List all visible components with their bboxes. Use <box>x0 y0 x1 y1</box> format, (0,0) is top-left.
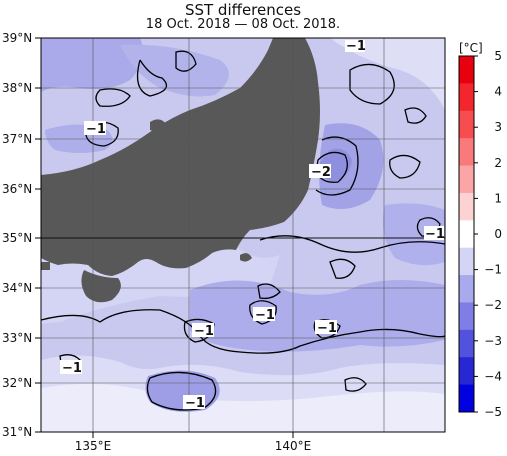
sea-light-northeast <box>330 38 445 110</box>
colorbar-tick-label: 1 <box>494 191 502 205</box>
honshu-land <box>41 38 320 276</box>
contour-label-bg <box>192 323 214 337</box>
contour-label: −1 <box>425 227 445 242</box>
sea-dark-east-coast <box>319 123 384 209</box>
contour-label-bg <box>60 360 82 374</box>
lat-label: 34°N <box>2 281 32 295</box>
colorbar-cells <box>459 56 474 413</box>
colorbar-tick-label: 5 <box>494 49 502 63</box>
colorbar-tick-label: −5 <box>484 405 502 419</box>
contour-loop <box>344 377 367 392</box>
contour-label-bg <box>253 307 275 321</box>
sea-dark-northwest <box>41 38 144 92</box>
contour-loop <box>329 258 356 279</box>
contour-label: −1 <box>62 361 82 376</box>
lat-labels: 39°N 38°N 37°N 36°N 35°N 34°N 33°N 32°N … <box>2 31 32 439</box>
colorbar-tick-label: −2 <box>484 298 502 312</box>
map-area <box>41 38 445 432</box>
contour-label-bg <box>424 226 444 240</box>
contour-label-bg <box>315 320 337 334</box>
sea-dark-east <box>382 203 445 266</box>
contour-label: −1 <box>346 39 366 54</box>
colorbar-cell <box>459 302 474 331</box>
map-title: SST differences <box>184 1 302 19</box>
colorbar-cell <box>459 138 474 167</box>
contour-loop <box>257 283 281 300</box>
shikoku-land <box>81 270 121 303</box>
colorbar-tick-label: −1 <box>484 263 502 277</box>
contour-label: −2 <box>311 165 331 180</box>
contour-label-bg <box>345 40 365 52</box>
colorbar-tick-label: −4 <box>484 369 502 383</box>
colorbar-tick-label: −3 <box>484 334 502 348</box>
colorbar-cell <box>459 220 474 249</box>
colorbar-cell <box>459 384 474 413</box>
colorbar-tick-label: 0 <box>494 227 502 241</box>
colorbar-unit: [°C] <box>459 41 483 55</box>
colorbar-cell <box>459 247 474 276</box>
contour-loop <box>404 107 427 124</box>
boso-peninsula-land <box>266 199 282 217</box>
contour-label: −1 <box>185 396 205 411</box>
colorbar-tick-label: 2 <box>494 156 502 170</box>
contour-label-bg <box>84 121 106 135</box>
lat-label: 32°N <box>2 376 32 390</box>
colorbar-cell <box>459 56 474 84</box>
lat-label: 37°N <box>2 132 32 146</box>
contour-line <box>41 309 445 354</box>
lon-label: 140°E <box>275 439 312 453</box>
map-subtitle: 18 Oct. 2018 — 08 Oct. 2018. <box>145 17 341 32</box>
lat-label: 33°N <box>2 331 32 345</box>
colorbar-cell <box>459 165 474 194</box>
lon-labels: 135°E 140°E <box>75 439 312 453</box>
colorbar-cell <box>459 329 474 358</box>
lat-label: 39°N <box>2 31 32 45</box>
sea-dark-southwest <box>145 370 220 412</box>
contour-loop <box>349 63 395 105</box>
lat-label: 38°N <box>2 81 32 95</box>
colorbar-tick-label: 3 <box>494 120 502 134</box>
colorbar: [°C] 5 4 3 2 1 0 −1 −2 −3 −4 −5 <box>458 41 502 419</box>
colorbar-cell <box>459 357 474 386</box>
lat-lon-grid <box>41 38 445 432</box>
contour-label: −1 <box>317 321 337 336</box>
lon-label: 135°E <box>75 439 112 453</box>
contour-label: −1 <box>86 122 106 137</box>
colorbar-tick-label: 4 <box>494 85 502 99</box>
contour-label: −1 <box>255 308 275 323</box>
map-frame <box>40 37 446 433</box>
contour-line <box>315 136 359 196</box>
colorbar-cell <box>459 275 474 303</box>
contour-line <box>259 235 445 253</box>
colorbar-ticks: 5 4 3 2 1 0 −1 −2 −3 −4 −5 <box>474 49 502 419</box>
sea-lighter-region <box>41 383 445 432</box>
colorbar-cell <box>459 192 474 221</box>
contour-label: −1 <box>194 324 214 339</box>
colorbar-cell <box>459 83 474 112</box>
contour-loop <box>175 50 197 72</box>
contour-loop <box>95 88 131 107</box>
lat-label: 31°N <box>2 425 32 439</box>
sea-dark-north <box>120 44 229 97</box>
axis-ticks <box>35 37 294 438</box>
contour-label-bg <box>309 164 331 178</box>
contour-label-group: −1 −2 −1 −1 −1 −1 −1 −1 −1 <box>60 39 445 411</box>
noto-peninsula-land <box>150 119 166 132</box>
colorbar-cell <box>459 110 474 139</box>
lat-label: 36°N <box>2 182 32 196</box>
awaji-land <box>41 262 50 270</box>
sea-dark-south <box>190 280 445 352</box>
contour-loop <box>389 154 421 179</box>
lat-label: 35°N <box>2 231 32 245</box>
contour-line <box>136 59 168 97</box>
contour-label-bg <box>183 395 205 409</box>
contour-loop <box>315 151 348 183</box>
izu-peninsula-land <box>240 253 252 262</box>
